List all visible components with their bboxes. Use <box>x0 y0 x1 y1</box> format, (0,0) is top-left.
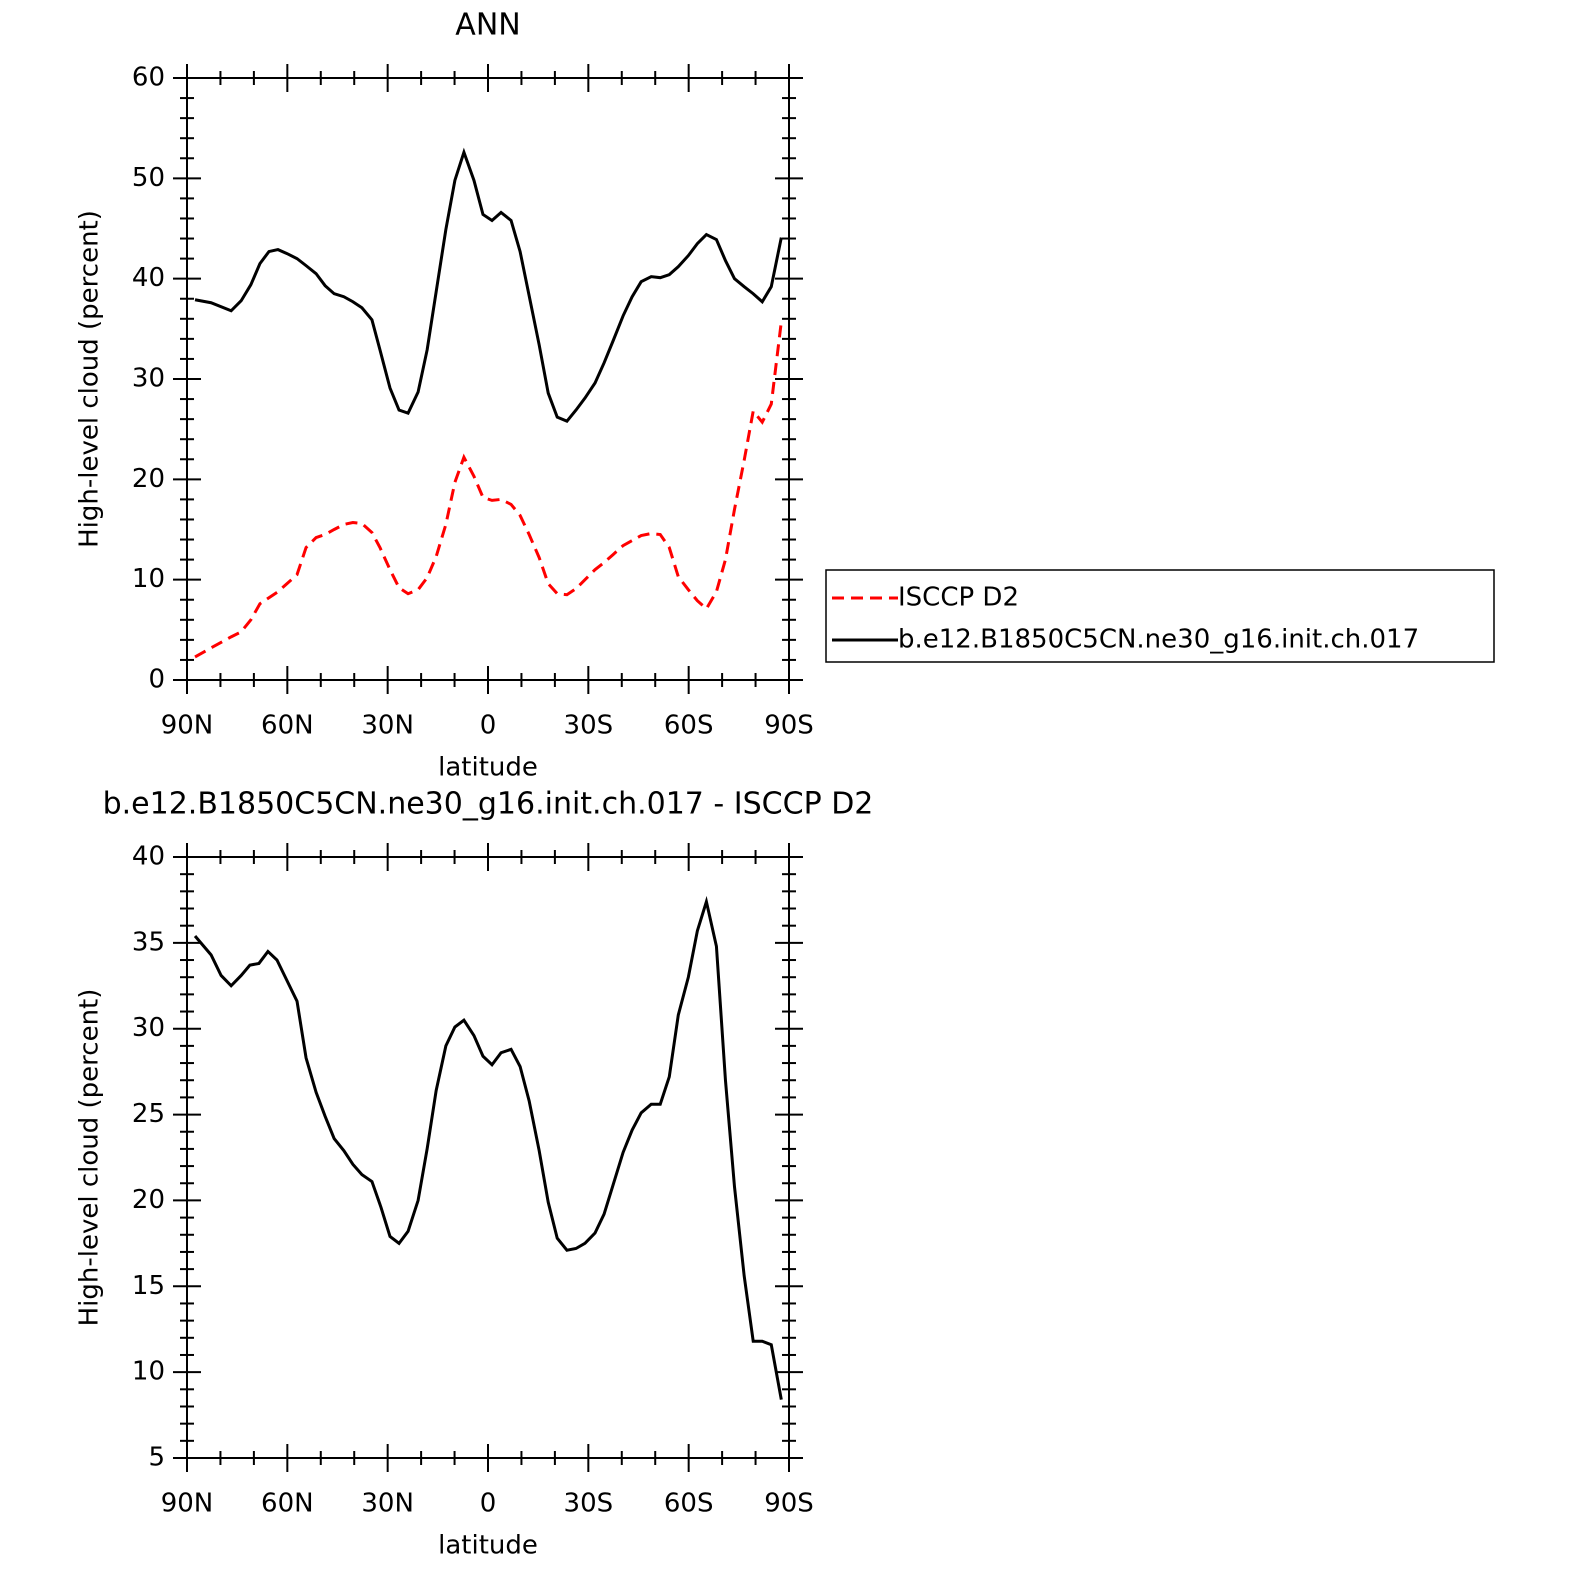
data-line <box>194 147 783 423</box>
x-tick-label: 30N <box>361 1489 414 1519</box>
x-tick-label: 0 <box>480 1489 497 1519</box>
x-tick-label: 90N <box>161 711 214 741</box>
x-tick-label: 30S <box>564 711 614 741</box>
y-tick-label: 5 <box>148 1443 165 1473</box>
x-tick-label: 90S <box>764 1489 814 1519</box>
chart-title: ANN <box>455 8 520 43</box>
y-tick-label: 50 <box>132 163 165 193</box>
data-line <box>194 321 783 659</box>
x-tick-label: 30S <box>564 1489 614 1519</box>
x-tick-label: 30N <box>361 711 414 741</box>
x-axis-label: latitude <box>438 753 538 783</box>
y-tick-label: 0 <box>148 665 165 695</box>
y-tick-label: 60 <box>132 63 165 93</box>
y-tick-label: 10 <box>132 1357 165 1387</box>
x-tick-label: 0 <box>480 711 497 741</box>
y-tick-label: 30 <box>132 1013 165 1043</box>
x-tick-label: 60N <box>261 1489 314 1519</box>
y-tick-label: 20 <box>132 464 165 494</box>
y-axis-label: High-level cloud (percent) <box>75 989 105 1327</box>
y-tick-label: 40 <box>132 263 165 293</box>
y-tick-label: 30 <box>132 364 165 394</box>
x-tick-label: 60S <box>664 1489 714 1519</box>
chart-title: b.e12.B1850C5CN.ne30_g16.init.ch.017 - I… <box>103 787 874 822</box>
y-tick-label: 15 <box>132 1271 165 1301</box>
plot-frame <box>186 77 790 681</box>
x-tick-label: 60S <box>664 711 714 741</box>
y-axis-label: High-level cloud (percent) <box>75 210 105 548</box>
plot-frame <box>186 856 790 1459</box>
x-tick-label: 90N <box>161 1489 214 1519</box>
y-tick-label: 40 <box>132 842 165 872</box>
x-tick-label: 90S <box>764 711 814 741</box>
x-axis-label: latitude <box>438 1531 538 1561</box>
y-tick-label: 35 <box>132 927 165 957</box>
legend-label: b.e12.B1850C5CN.ne30_g16.init.ch.017 <box>898 625 1419 655</box>
legend-box <box>825 569 1495 663</box>
data-line <box>193 895 783 1400</box>
y-tick-label: 25 <box>132 1099 165 1129</box>
y-tick-label: 10 <box>132 564 165 594</box>
y-tick-label: 20 <box>132 1185 165 1215</box>
legend-label: ISCCP D2 <box>898 583 1019 613</box>
x-tick-label: 60N <box>261 711 314 741</box>
